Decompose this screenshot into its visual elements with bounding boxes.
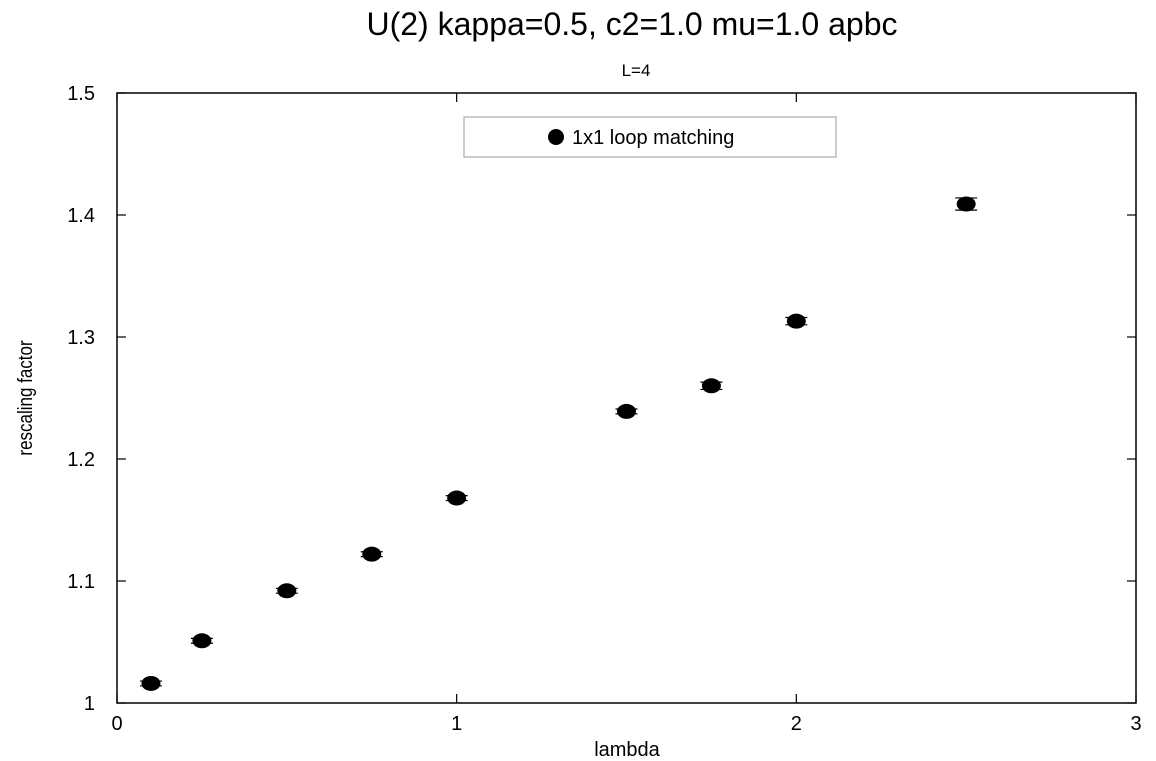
data-point — [956, 196, 976, 212]
x-tick-label: 2 — [791, 713, 802, 735]
legend: 1x1 loop matching — [463, 116, 837, 158]
y-axis-label: rescaling factor — [14, 340, 37, 455]
y-tick-label: 1.4 — [67, 205, 95, 227]
y-tick-label: 1.1 — [67, 571, 95, 593]
y-tick-label: 1.2 — [67, 449, 95, 471]
x-axis-label: lambda — [594, 739, 660, 761]
chart-title: U(2) kappa=0.5, c2=1.0 mu=1.0 apbc — [366, 6, 897, 42]
data-point — [141, 675, 161, 691]
chart-subtitle: L=4 — [622, 61, 651, 80]
data-point — [362, 546, 382, 562]
x-tick-label: 3 — [1130, 713, 1141, 735]
data-point — [701, 378, 721, 394]
data-point — [617, 403, 636, 419]
data-points — [139, 196, 978, 691]
y-tick-label: 1 — [84, 693, 95, 715]
legend-box — [463, 116, 837, 158]
y-tick-label: 1.3 — [67, 327, 95, 349]
data-point — [786, 313, 806, 329]
y-tick-label: 1.5 — [67, 83, 95, 105]
data-point — [192, 633, 212, 649]
axis-ticks: 0 1 2 311.11.21.31.41.5 — [67, 83, 1141, 735]
legend-label: 1x1 loop matching — [572, 127, 734, 149]
x-tick-label: 0 — [111, 713, 122, 735]
data-point — [447, 490, 467, 506]
x-tick-label: 1 — [451, 713, 462, 735]
legend-marker — [548, 129, 564, 145]
data-point — [277, 583, 297, 599]
plot-frame — [116, 92, 1137, 704]
